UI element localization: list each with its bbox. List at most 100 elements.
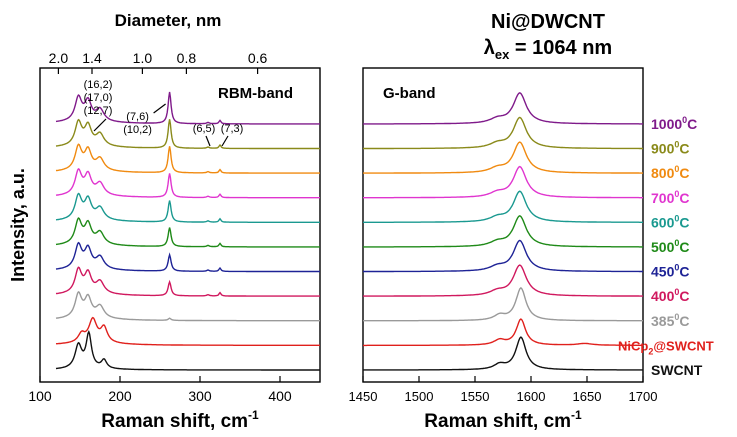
- g-spectrum-line: [363, 190, 643, 223]
- legend-label-sup: 0: [674, 238, 679, 248]
- g-spectrum-line: [363, 318, 643, 347]
- lambda-symbol: λ: [484, 37, 495, 59]
- legend-label-main: 800: [651, 165, 675, 181]
- legend-label-main: 500: [651, 239, 675, 255]
- annotation-label: (7,6): [126, 111, 149, 123]
- g-spectrum-line: [363, 116, 643, 150]
- legend-label-tail: C: [679, 214, 689, 230]
- rbm-spectrum-line: [55, 241, 320, 273]
- legend-label: SWCNT: [651, 362, 703, 378]
- g-spectrum-line: [363, 165, 643, 199]
- g-x-tick-label: 1500: [405, 389, 434, 404]
- top-axis-tick-label: 2.0: [49, 50, 69, 66]
- legend-label-tail: C: [687, 116, 697, 132]
- g-spectrum-line: [363, 336, 643, 371]
- legend-label-tail: C: [679, 141, 689, 157]
- top-axis-tick-label: 1.0: [133, 50, 153, 66]
- legend-label-main: 385: [651, 313, 675, 329]
- g-x-axis-label-sup: -1: [571, 408, 582, 422]
- g-x-tick-label: 1700: [629, 389, 658, 404]
- legend-label-sup: 0: [682, 115, 687, 125]
- top-axis-tick-label: 0.8: [177, 50, 197, 66]
- legend-label-main: 400: [651, 288, 675, 304]
- wavelength-value: = 1064 nm: [509, 37, 612, 59]
- annotation-label: (6,5): [193, 123, 216, 135]
- rbm-x-axis-label: Raman shift, cm-1: [101, 408, 259, 432]
- legend-label: 10000C: [651, 115, 697, 132]
- g-x-tick-label: 1600: [517, 389, 546, 404]
- legend-label-tail: C: [679, 264, 689, 280]
- rbm-spectrum-line: [55, 330, 320, 371]
- legend-label: 7000C: [651, 189, 690, 206]
- annotation-arrow: [93, 118, 107, 132]
- annotation-label: (16,2): [84, 79, 113, 91]
- legend-label-sup: 0: [674, 164, 679, 174]
- g-x-tick-label: 1650: [573, 389, 602, 404]
- rbm-panel-frame: [39, 67, 321, 383]
- legend-label-sub: 2: [648, 346, 653, 356]
- legend-label-sup: 0: [674, 189, 679, 199]
- g-spectrum-line: [363, 214, 643, 248]
- legend-label: NiCp2@SWCNT: [618, 338, 714, 356]
- rbm-spectrum-line: [55, 290, 320, 322]
- annotation-label: (10,2): [123, 124, 152, 136]
- g-band-label: G-band: [383, 85, 436, 102]
- g-x-tick-label: 1550: [461, 389, 490, 404]
- y-axis-label: Intensity, a.u.: [8, 168, 28, 282]
- legend-label: 3850C: [651, 312, 690, 329]
- g-spectrum-line: [363, 141, 643, 174]
- legend-label-sup: 0: [674, 213, 679, 223]
- annotations-layer: (16,2)(17,0)(12,7) (7,6)(10,2) (6,5) (7,3): [84, 79, 244, 147]
- ticks-layer: 100 200 300 400 2.0 1.4 1.0 0.8 0.6 1450 1500 1550 1…: [28, 50, 657, 404]
- legend-label-main: 600: [651, 214, 675, 230]
- top-axis-tick-label: 1.4: [82, 50, 102, 66]
- rbm-x-tick-label: 300: [188, 388, 212, 404]
- spectra-layer: [55, 91, 643, 371]
- top-axis-title: Diameter, nm: [115, 11, 222, 30]
- rbm-spectrum-line: [55, 192, 320, 223]
- lambda-subscript: ex: [495, 47, 510, 62]
- legend-label: 8000C: [651, 164, 690, 181]
- top-axis-tick-label: 0.6: [248, 50, 268, 66]
- figure-title-line1: Ni@DWCNT: [491, 11, 605, 33]
- g-spectrum-line: [363, 91, 643, 125]
- legend-label-main: 1000: [651, 116, 682, 132]
- legend-label-tail: C: [679, 239, 689, 255]
- rbm-x-tick-label: 400: [268, 388, 292, 404]
- legend-layer: SWCNTNiCp2@SWCNT3850C4000C4500C5000C6000…: [618, 115, 714, 378]
- rbm-x-tick-label: 100: [28, 388, 52, 404]
- rbm-x-axis-label-sup: -1: [248, 408, 259, 422]
- legend-label-tail: C: [679, 190, 689, 206]
- rbm-x-tick-label: 200: [108, 388, 132, 404]
- legend-label-tail: C: [679, 313, 689, 329]
- rbm-band-label: RBM-band: [218, 85, 293, 102]
- legend-label-main: NiCp: [618, 338, 648, 353]
- legend-label-main: 900: [651, 141, 675, 157]
- g-spectrum-line: [363, 286, 643, 322]
- legend-label: 4000C: [651, 287, 690, 304]
- g-x-axis-label-main: Raman shift, cm: [424, 411, 571, 432]
- annotation-arrow: [205, 135, 211, 147]
- g-spectrum-line: [363, 239, 643, 273]
- legend-label: 5000C: [651, 238, 690, 255]
- legend-label-main: 450: [651, 264, 675, 280]
- rbm-spectrum-line: [55, 143, 320, 174]
- annotation-label: (17,0): [84, 92, 113, 104]
- rbm-spectrum-line: [55, 217, 320, 248]
- legend-label-sup: 0: [674, 287, 679, 297]
- legend-label: 6000C: [651, 213, 690, 230]
- annotation-label: (7,3): [221, 123, 244, 135]
- rbm-x-axis-label-main: Raman shift, cm: [101, 411, 248, 432]
- legend-label: 4500C: [651, 263, 690, 280]
- figure-title-line2: λex = 1064 nm: [484, 37, 612, 62]
- legend-label-sup: 0: [674, 140, 679, 150]
- legend-label: 9000C: [651, 140, 690, 157]
- rbm-spectrum-line: [55, 118, 320, 150]
- legend-label-main: 700: [651, 190, 675, 206]
- annotation-arrow: [153, 103, 166, 114]
- g-x-tick-label: 1450: [349, 389, 378, 404]
- legend-label-tail: C: [679, 165, 689, 181]
- g-spectrum-line: [363, 264, 643, 297]
- rbm-spectrum-line: [55, 266, 320, 297]
